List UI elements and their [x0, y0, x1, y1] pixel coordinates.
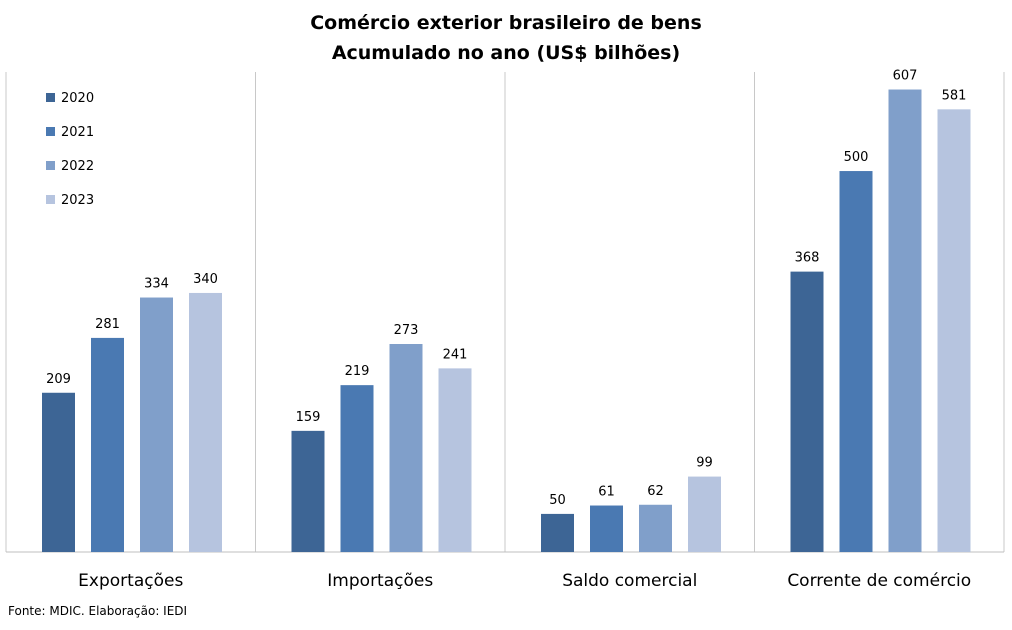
bar-2020 — [790, 271, 824, 552]
bar-2023 — [438, 368, 472, 552]
data-label: 500 — [844, 150, 869, 165]
category-label: Corrente de comércio — [787, 571, 971, 591]
bar-2020 — [291, 430, 325, 552]
data-label: 241 — [443, 347, 468, 362]
bar-2022 — [389, 344, 423, 552]
data-label: 50 — [549, 493, 566, 508]
data-label: 61 — [598, 485, 615, 500]
bar-2022 — [140, 297, 173, 552]
chart-title: Comércio exterior brasileiro de bens — [310, 12, 702, 34]
data-label: 99 — [696, 456, 713, 471]
bar-chart: 209 281 334 340 Exportações 159 219 273 241 Impor… — [5, 69, 1005, 591]
bar-2022 — [639, 504, 672, 552]
data-label: 281 — [95, 317, 120, 332]
bar-2020 — [541, 513, 574, 552]
data-label: 219 — [345, 364, 370, 379]
legend-swatch — [46, 127, 55, 136]
legend-label: 2020 — [61, 91, 94, 106]
legend-swatch — [46, 93, 55, 102]
bar-2021 — [839, 171, 873, 553]
chart-subtitle: Acumulado no ano (US$ bilhões) — [331, 42, 681, 64]
bar-2020 — [42, 392, 75, 552]
category-label: Importações — [327, 571, 433, 591]
data-label: 209 — [46, 372, 71, 387]
data-label: 334 — [144, 277, 169, 292]
data-label: 368 — [795, 251, 820, 266]
data-label: 581 — [942, 88, 967, 103]
legend-label: 2021 — [61, 125, 94, 140]
data-label: 607 — [893, 69, 918, 84]
data-label: 62 — [647, 484, 664, 499]
data-label: 273 — [394, 323, 419, 338]
bar-2023 — [937, 109, 971, 552]
category-label: Saldo comercial — [562, 571, 697, 591]
data-label: 340 — [193, 272, 218, 287]
bar-2021 — [340, 385, 374, 552]
legend-swatch — [46, 195, 55, 204]
data-label: 159 — [296, 410, 321, 425]
bar-2021 — [590, 505, 623, 552]
bar-2023 — [688, 476, 721, 552]
category-label: Exportações — [78, 571, 183, 591]
source-note: Fonte: MDIC. Elaboração: IEDI — [8, 604, 188, 618]
bar-2022 — [888, 89, 922, 553]
legend-swatch — [46, 161, 55, 170]
legend-label: 2022 — [61, 159, 94, 174]
bar-2021 — [91, 337, 124, 552]
legend-label: 2023 — [61, 193, 94, 208]
bar-2023 — [189, 292, 222, 552]
